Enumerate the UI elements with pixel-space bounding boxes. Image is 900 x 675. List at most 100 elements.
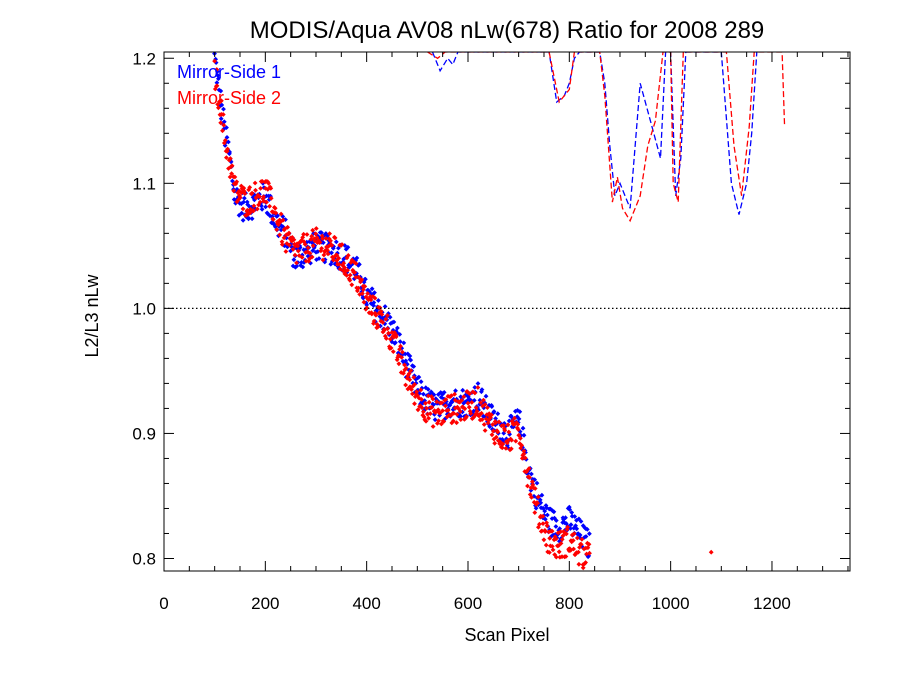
series-2-point: [533, 502, 539, 507]
series-1-point: [335, 264, 341, 269]
series-2-point: [425, 393, 431, 399]
series-1-point: [241, 199, 246, 205]
series-1-point: [443, 399, 449, 404]
series-2-point: [427, 411, 433, 416]
series-2-point: [350, 267, 356, 273]
series-1-point: [333, 239, 339, 245]
series-2-point: [234, 179, 240, 185]
series-2-point: [398, 370, 404, 375]
chart-title: MODIS/Aqua AV08 nLw(678) Ratio for 2008 …: [250, 17, 765, 44]
y-axis-label: L2/L3 nLw: [82, 273, 102, 357]
series-1-point: [416, 374, 422, 380]
series-2-point: [539, 528, 545, 534]
series-2-point: [295, 248, 301, 254]
series-2-point: [403, 365, 409, 371]
series-2-point: [221, 122, 227, 128]
series-2-point: [547, 550, 552, 555]
series-2-outlier-point: [708, 549, 714, 555]
series-2-point: [443, 403, 448, 409]
series-1-point: [544, 505, 549, 511]
series-2-point: [345, 267, 350, 273]
series-1-point: [322, 259, 328, 265]
series-2-point: [490, 428, 496, 434]
series-2-point: [337, 266, 343, 272]
series-1-point: [583, 534, 589, 539]
series-1-point: [538, 500, 544, 506]
series-2-point: [549, 544, 555, 549]
series-2-point: [261, 194, 266, 200]
series-1-point: [267, 213, 273, 219]
series-1-point: [495, 411, 501, 417]
series-1-point: [351, 276, 357, 282]
series-2-point: [351, 259, 357, 265]
series-2-point: [531, 499, 537, 505]
series-2-point: [292, 252, 298, 258]
series-1-point: [539, 492, 545, 498]
series-1-point: [294, 263, 299, 269]
series-2-point: [253, 187, 258, 193]
series-2-point: [550, 547, 556, 553]
series-1-point: [249, 216, 255, 222]
series-2-point: [359, 277, 365, 283]
series-2-point: [383, 336, 389, 341]
series-1-point: [393, 340, 398, 345]
series-2-point: [480, 403, 486, 409]
series-2-point: [369, 311, 375, 317]
series-2-point: [212, 58, 217, 64]
series-2-point: [464, 414, 469, 420]
series-2-point: [574, 535, 580, 541]
series-2-point: [220, 128, 225, 134]
series-2-point: [547, 535, 553, 541]
series-2-point: [231, 188, 237, 194]
series-2-point: [278, 219, 283, 225]
series-2-point: [512, 415, 517, 421]
series-2-point: [323, 236, 329, 241]
series-2-point: [268, 195, 274, 201]
series-2-point: [518, 435, 523, 441]
series-2-point: [229, 163, 235, 169]
series-1-point: [551, 509, 557, 515]
series-2-point: [286, 230, 292, 236]
series-2-point: [368, 297, 374, 303]
series-2-point: [215, 102, 221, 107]
series-2-point: [242, 191, 248, 196]
series-2-point: [476, 412, 482, 417]
y-tick-label: 1.1: [132, 174, 156, 193]
series-2-point: [439, 421, 444, 427]
series-2-point: [300, 235, 306, 240]
series-2-point: [544, 523, 550, 529]
series-2-point: [353, 261, 359, 266]
series-2-point: [535, 500, 540, 506]
series-2-point: [349, 282, 355, 288]
series-2-point: [362, 284, 368, 289]
series-2-point: [380, 329, 386, 335]
series-2-point: [261, 198, 267, 204]
series-2-point: [570, 538, 576, 543]
series-2-point: [251, 208, 256, 214]
series-1-point: [270, 219, 275, 225]
series-2-point: [479, 410, 484, 416]
series-2-point: [558, 541, 564, 546]
series-2-point: [587, 550, 592, 556]
series-2-point: [254, 206, 260, 212]
series-2-point: [535, 494, 541, 500]
series-1-point: [354, 255, 360, 261]
series-2-point: [218, 120, 224, 126]
series-1-point: [457, 414, 463, 420]
series-2-point: [368, 294, 373, 299]
series-2-point: [479, 417, 485, 422]
series-2-point: [372, 295, 378, 301]
series-2-point: [237, 195, 243, 200]
series-2-point: [217, 99, 222, 104]
series-2-point: [472, 390, 478, 396]
series-2-point: [426, 399, 432, 405]
series-2-point: [571, 531, 577, 537]
series-1-point: [382, 321, 388, 327]
series-2-point: [214, 83, 220, 89]
series-2-point: [458, 417, 464, 422]
series-2-point: [222, 138, 228, 143]
series-1-point: [299, 252, 305, 258]
series-1-point: [479, 387, 485, 392]
series-1-point: [291, 257, 297, 263]
series-2-point: [419, 405, 425, 410]
